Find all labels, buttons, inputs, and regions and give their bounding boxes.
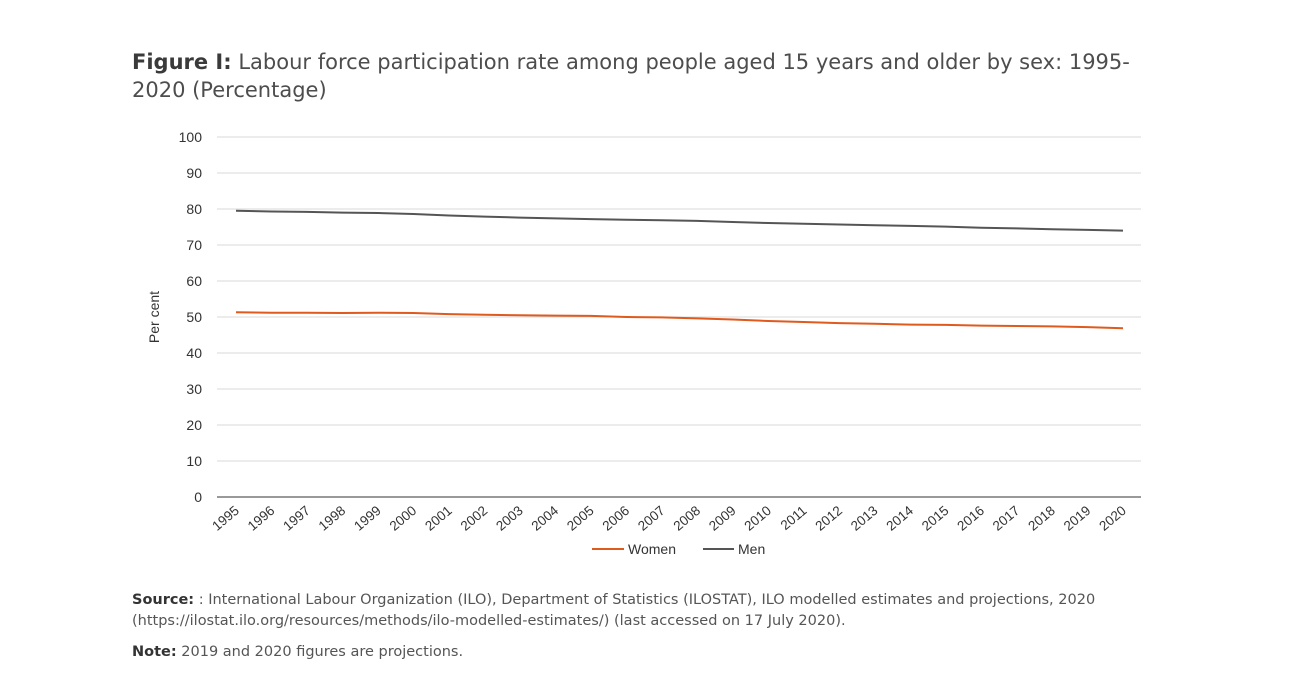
x-tick-label: 2005: [564, 503, 597, 534]
legend-label-women: Women: [628, 541, 676, 557]
y-tick-label: 80: [186, 201, 202, 217]
x-tick-label: 2009: [706, 503, 739, 534]
x-tick-label: 1997: [280, 503, 313, 534]
series-lines: [235, 209, 1124, 330]
x-tick-label: 2004: [529, 503, 562, 534]
source-text: : International Labour Organization (ILO…: [132, 592, 1096, 629]
source-note: Source: : International Labour Organizat…: [132, 590, 1172, 632]
legend-label-men: Men: [738, 541, 765, 557]
x-tick-label: 2012: [812, 503, 845, 534]
figure-title-text: Labour force participation rate among pe…: [132, 50, 1130, 102]
x-axis-ticks: 1995 1996 1997 1998 1999 2000 2001 2002 2003 2004…: [209, 503, 1129, 534]
x-tick-label: 2019: [1061, 503, 1094, 534]
figure-title: Figure I: Labour force participation rat…: [132, 48, 1132, 104]
y-tick-label: 90: [186, 165, 202, 181]
y-tick-label: 60: [186, 273, 202, 289]
x-tick-label: 2001: [422, 503, 455, 534]
x-tick-label: 2011: [778, 503, 810, 533]
x-tick-label: 1999: [351, 503, 384, 534]
x-tick-label: 2006: [600, 503, 633, 534]
y-tick-label: 30: [186, 381, 202, 397]
x-tick-label: 2013: [848, 503, 881, 534]
x-tick-label: 2016: [954, 503, 987, 534]
y-tick-label: 70: [186, 237, 202, 253]
projection-note: Note: 2019 and 2020 figures are projecti…: [132, 642, 1172, 663]
figure-title-prefix: Figure I:: [132, 50, 232, 74]
series-line-women: [235, 311, 1124, 330]
x-tick-label: 1996: [245, 503, 278, 534]
x-tick-label: 2008: [671, 503, 704, 534]
y-tick-label: 0: [194, 489, 202, 505]
x-tick-label: 2000: [387, 503, 420, 534]
x-tick-label: 2014: [883, 503, 916, 534]
x-tick-label: 2020: [1096, 503, 1129, 534]
x-tick-label: 1998: [316, 503, 349, 534]
series-line-men: [235, 209, 1124, 232]
y-tick-label: 100: [179, 129, 203, 145]
gridlines: [217, 136, 1141, 462]
x-tick-label: 2007: [635, 503, 668, 534]
x-tick-label: 1995: [209, 503, 242, 534]
legend: Women Men: [592, 541, 765, 557]
source-label: Source:: [132, 592, 195, 608]
y-tick-label: 20: [186, 417, 202, 433]
note-text: 2019 and 2020 figures are projections.: [181, 644, 464, 660]
x-tick-label: 2018: [1025, 503, 1058, 534]
x-tick-label: 2010: [741, 503, 774, 534]
x-tick-label: 2002: [458, 503, 491, 534]
note-label: Note:: [132, 644, 177, 660]
x-tick-label: 2017: [990, 503, 1023, 534]
y-axis-ticks: 0 10 20 30 40 50 60 70 80 90 100: [179, 129, 203, 505]
x-tick-label: 2003: [493, 503, 526, 534]
y-tick-label: 40: [186, 345, 202, 361]
x-tick-label: 2015: [919, 503, 952, 534]
y-tick-label: 10: [186, 453, 202, 469]
line-chart: 0 10 20 30 40 50 60 70 80 90 100 Per cent 1995 1996…: [146, 129, 1141, 557]
y-axis-label: Per cent: [146, 291, 162, 343]
y-tick-label: 50: [186, 309, 202, 325]
